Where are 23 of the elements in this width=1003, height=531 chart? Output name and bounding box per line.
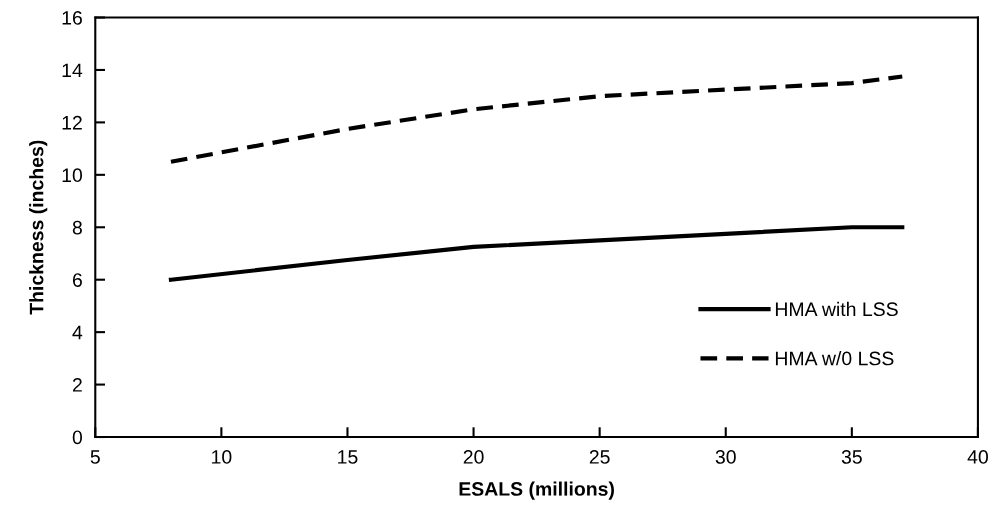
y-tick-label: 2 (72, 378, 82, 392)
y-tick-label: 14 (62, 63, 83, 77)
y-tick-label: 6 (72, 273, 82, 287)
x-tick-label: 40 (967, 450, 988, 464)
legend-label: HMA with LSS (775, 301, 898, 317)
legend-label: HMA w/0 LSS (775, 351, 894, 366)
x-tick-label: 30 (715, 450, 736, 464)
x-tick-label: 5 (90, 450, 100, 464)
x-tick-label: 10 (212, 450, 232, 464)
x-tick-label: 35 (841, 450, 862, 464)
x-tick-label: 15 (338, 450, 358, 464)
y-tick-label: 8 (72, 220, 82, 235)
line-series (168, 225, 905, 282)
y-tick-label: 12 (62, 115, 82, 130)
line-series (168, 74, 905, 164)
x-tick-label: 25 (589, 450, 610, 464)
x-tick-label: 20 (463, 450, 484, 464)
x-axis-title: ESALS (millions) (459, 481, 614, 500)
y-tick-label: 16 (62, 10, 82, 25)
y-tick-label: 0 (72, 430, 83, 445)
y-axis-title: Thickness (inches) (29, 140, 48, 315)
y-tick-label: 4 (72, 325, 83, 340)
y-tick-label: 10 (62, 168, 83, 183)
